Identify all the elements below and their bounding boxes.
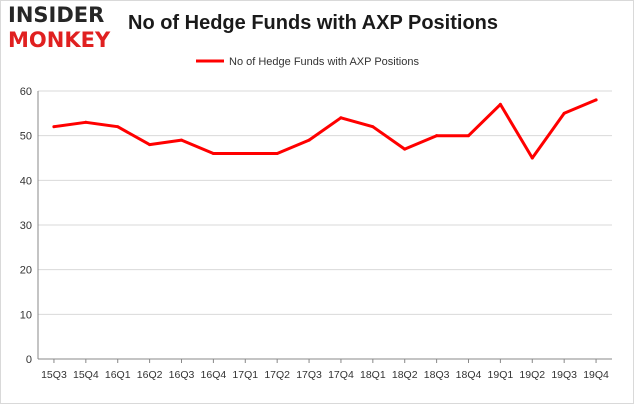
data-point [562, 111, 566, 115]
data-point [467, 134, 470, 138]
y-tick-label: 40 [20, 175, 32, 187]
x-tick-label: 19Q2 [519, 369, 545, 381]
data-point [435, 134, 439, 138]
x-tick-label: 19Q1 [488, 369, 514, 381]
data-point [84, 120, 88, 124]
x-tick-label: 18Q3 [424, 369, 450, 381]
insider-monkey-logo: INSIDER MONKEY [8, 4, 120, 52]
y-tick-label: 10 [20, 309, 32, 321]
data-point [148, 143, 152, 147]
data-point [211, 152, 215, 156]
x-tick-label: 17Q4 [328, 369, 354, 381]
x-tick-label: 15Q4 [73, 369, 99, 381]
data-point [307, 138, 311, 142]
data-point [180, 138, 183, 142]
y-tick-label: 50 [20, 131, 32, 143]
data-point [116, 125, 120, 129]
x-tick-label: 17Q1 [232, 369, 258, 381]
data-point [275, 152, 279, 156]
x-tick-label: 16Q1 [105, 369, 131, 381]
y-tick-label: 30 [20, 220, 32, 232]
x-tick-label: 16Q2 [137, 369, 163, 381]
data-point [530, 156, 534, 160]
x-tick-label: 18Q1 [360, 369, 386, 381]
x-tick-label: 16Q4 [201, 369, 227, 381]
x-tick-label: 17Q3 [296, 369, 322, 381]
x-tick-label: 18Q4 [456, 369, 482, 381]
y-tick-label: 60 [20, 86, 32, 98]
data-point [243, 152, 247, 156]
x-tick-label: 17Q2 [264, 369, 290, 381]
data-point [498, 102, 502, 106]
x-tick-label: 16Q3 [169, 369, 195, 381]
y-tick-label: 0 [26, 354, 32, 366]
data-point [594, 98, 598, 102]
x-tick-label: 19Q3 [551, 369, 577, 381]
data-point [371, 125, 375, 129]
legend-label: No of Hedge Funds with AXP Positions [229, 56, 419, 68]
data-point [52, 125, 56, 129]
data-point [403, 147, 407, 151]
series-line [52, 98, 598, 160]
chart-title: No of Hedge Funds with AXP Positions [128, 12, 499, 34]
x-tick-label: 19Q4 [583, 369, 609, 381]
logo-line-1: INSIDER [8, 3, 105, 27]
data-point [339, 116, 343, 120]
x-tick-label: 15Q3 [41, 369, 67, 381]
x-tick-label: 18Q2 [392, 369, 418, 381]
logo-line-2: MONKEY [8, 28, 111, 52]
y-tick-label: 20 [20, 265, 32, 277]
